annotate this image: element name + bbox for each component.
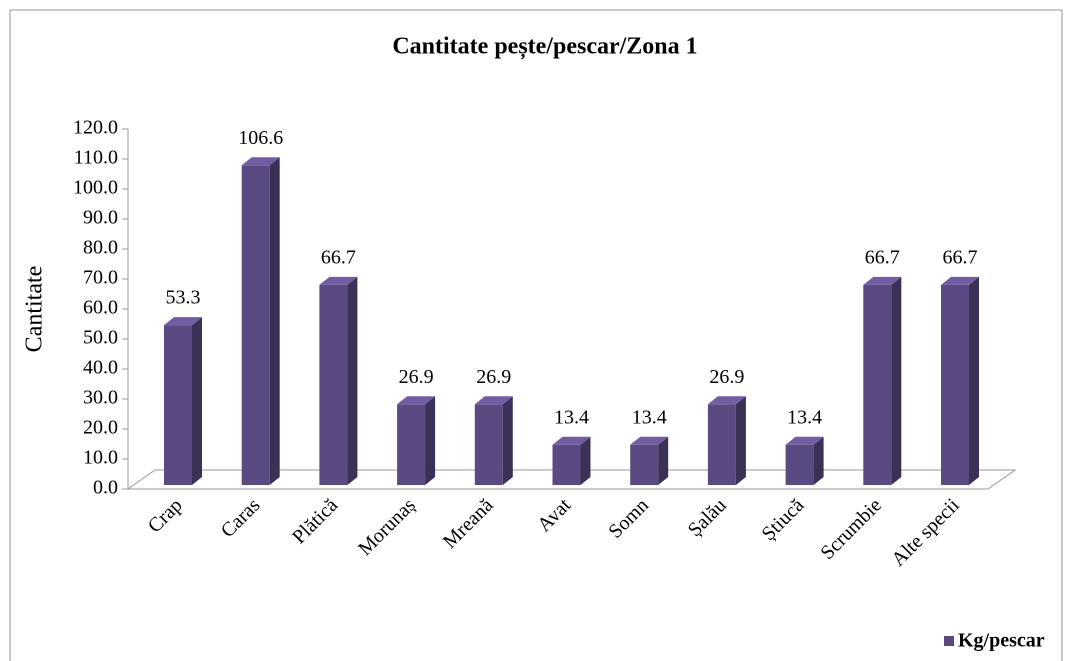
bar-face (813, 436, 824, 485)
bar (241, 157, 280, 485)
y-tick-label: 0.0 (93, 477, 118, 499)
bar-face (552, 436, 591, 445)
y-tick-label: 100.0 (73, 177, 118, 199)
bar-face (658, 436, 669, 485)
bar-face (863, 276, 902, 285)
bar-face (941, 276, 979, 285)
bar (552, 436, 591, 485)
data-label: 26.9 (476, 366, 511, 388)
y-tick-label: 20.0 (83, 417, 118, 439)
data-label: 66.7 (943, 246, 978, 268)
bar-face (474, 396, 513, 405)
data-label: 26.9 (399, 366, 434, 388)
y-tick-label: 40.0 (83, 357, 118, 379)
y-tick-label: 110.0 (74, 147, 118, 169)
bar (319, 276, 358, 485)
data-label: 13.4 (787, 406, 822, 428)
y-tick-label: 10.0 (83, 447, 118, 469)
bar (630, 436, 669, 485)
bar-face (425, 396, 436, 485)
data-label: 53.3 (166, 287, 201, 309)
data-label: 106.6 (238, 127, 283, 149)
bar-face (785, 436, 824, 445)
bar-face (319, 284, 348, 485)
bar-face (630, 436, 669, 445)
bar-face (241, 157, 280, 166)
bar-face (630, 444, 659, 485)
data-label: 66.7 (865, 246, 900, 268)
bar-face (941, 284, 969, 485)
bar-face (241, 165, 270, 485)
bar (164, 317, 202, 485)
bar-face (269, 157, 280, 485)
bar-face (707, 396, 746, 405)
y-tick-label: 30.0 (83, 387, 118, 409)
bar-face (192, 317, 202, 485)
y-tick-label: 90.0 (83, 207, 118, 229)
bar-face (397, 396, 436, 405)
y-tick-label: 120.0 (73, 117, 118, 139)
bar-face (785, 444, 814, 485)
bar-face (397, 404, 426, 485)
bar (785, 436, 824, 485)
bar-face (474, 404, 503, 485)
bar (707, 396, 746, 485)
data-label: 26.9 (709, 366, 744, 388)
data-label: 13.4 (632, 406, 667, 428)
y-tick-label: 60.0 (83, 297, 118, 319)
bar-face (319, 276, 358, 285)
bar-face (735, 396, 746, 485)
legend-label: Kg/pescar (958, 630, 1045, 652)
bar-face (969, 276, 979, 485)
chart-title: Cantitate pește/pescar/Zona 1 (392, 34, 697, 60)
bar-face (863, 284, 892, 485)
bar (941, 276, 979, 485)
bar-face (552, 444, 581, 485)
data-label: 13.4 (554, 406, 589, 428)
bar-face (580, 436, 591, 485)
y-tick-label: 50.0 (83, 327, 118, 349)
bar-face (347, 276, 358, 485)
legend-swatch (944, 636, 954, 646)
bar-face (707, 404, 736, 485)
y-tick-label: 80.0 (83, 237, 118, 259)
bar-face (164, 325, 192, 485)
bar-face (164, 317, 202, 326)
data-label: 66.7 (321, 246, 356, 268)
y-tick-label: 70.0 (83, 267, 118, 289)
bar (397, 396, 436, 485)
bar (863, 276, 902, 485)
bar-face (502, 396, 513, 485)
bar-face (891, 276, 902, 485)
bar (474, 396, 513, 485)
y-axis-label: Cantitate (22, 266, 48, 353)
